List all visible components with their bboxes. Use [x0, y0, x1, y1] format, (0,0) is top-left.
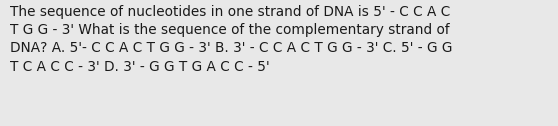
Text: The sequence of nucleotides in one strand of DNA is 5' - C C A C
T G G - 3' What: The sequence of nucleotides in one stran… [10, 5, 453, 74]
